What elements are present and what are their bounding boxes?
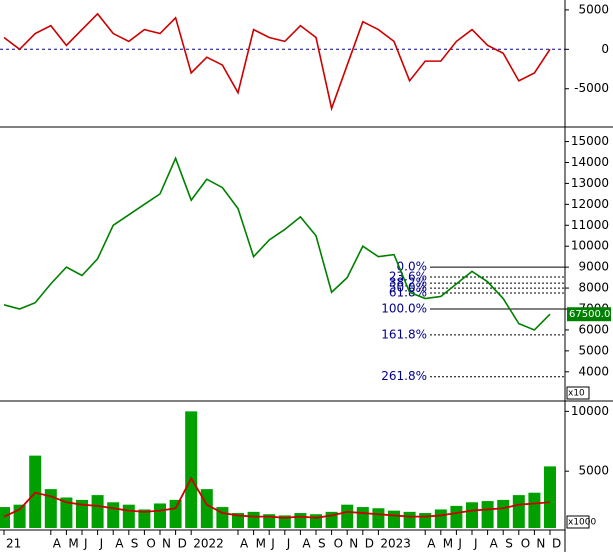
x-tick-label: S	[318, 537, 326, 551]
unit-box	[566, 386, 590, 400]
volume-bar	[60, 497, 73, 528]
volume-bar	[76, 499, 88, 528]
volume-bar	[278, 515, 291, 528]
y-tick-label: 9000	[578, 260, 609, 274]
volume-bar	[200, 489, 213, 528]
y-tick-label: 10000	[571, 404, 609, 418]
volume-bar	[341, 504, 354, 528]
y-tick-label: 14000	[571, 155, 609, 169]
volume-bar	[107, 502, 120, 528]
unit-label: x10	[568, 389, 585, 399]
fib-label: 23.6%	[389, 270, 427, 284]
volume-bar	[544, 466, 556, 528]
x-tick-label: 2023	[380, 537, 411, 551]
y-tick-label: 5000	[578, 464, 609, 478]
y-tick-label: 8000	[578, 281, 609, 295]
volume-bar	[122, 504, 135, 528]
volume-bar	[44, 489, 57, 528]
x-tick-label: 2022	[193, 537, 224, 551]
x-tick-label: A	[53, 537, 62, 551]
x-tick-label: D	[365, 537, 374, 551]
volume-bar	[169, 499, 182, 528]
data-line	[3, 156, 551, 331]
unit-label: x1000	[568, 518, 597, 528]
x-tick-label: O	[521, 537, 530, 551]
volume-bar	[512, 495, 525, 528]
y-tick-label: 5000	[578, 343, 609, 357]
volume-bar	[497, 499, 510, 528]
volume-bar	[434, 509, 447, 528]
volume-bar	[419, 513, 432, 528]
volume-bar	[356, 507, 369, 528]
x-tick-label: S	[131, 537, 139, 551]
volume-bar	[372, 508, 385, 528]
volume-bar	[528, 492, 541, 528]
y-tick-label: 4000	[578, 364, 609, 378]
volume-bar	[0, 507, 10, 528]
y-tick-label: -5000	[574, 81, 609, 95]
x-tick-label: N	[536, 537, 545, 551]
volume-bar	[466, 502, 478, 528]
x-tick-label: J	[83, 537, 88, 551]
volume-bar	[91, 495, 104, 528]
volume-bar	[247, 511, 260, 528]
fib-label: 0.0%	[397, 260, 428, 274]
fib-label: 38.2%	[389, 276, 427, 290]
unit-box	[566, 515, 590, 529]
last-price-label: 67500.0	[569, 309, 610, 320]
volume-bar	[450, 505, 463, 528]
y-tick-label: 15000	[571, 134, 609, 148]
x-tick-label: A	[302, 537, 311, 551]
y-tick-label: 0	[601, 42, 609, 56]
x-tick-label: O	[334, 537, 343, 551]
x-tick-label: J	[286, 537, 291, 551]
x-tick-label: M	[256, 537, 266, 551]
volume-bar	[403, 511, 416, 528]
x-tick-label: J	[99, 537, 104, 551]
volume-bar	[232, 513, 244, 528]
y-tick-label: 6000	[578, 322, 609, 336]
x-tick-label: D	[178, 537, 187, 551]
fib-label: 261.8%	[381, 369, 427, 383]
x-tick-label: A	[240, 537, 249, 551]
volume-bar	[481, 501, 494, 528]
fib-label: 100.0%	[381, 302, 427, 316]
x-tick-label: J	[457, 537, 462, 551]
x-tick-label: N	[349, 537, 358, 551]
y-tick-label: 11000	[571, 218, 609, 232]
x-tick-label: J	[270, 537, 275, 551]
fib-label: 161.8%	[381, 327, 427, 341]
x-tick-label: M	[443, 537, 453, 551]
volume-bar	[138, 509, 151, 528]
x-tick-label: M	[68, 537, 78, 551]
x-tick-label: A	[115, 537, 124, 551]
volume-bar	[185, 411, 198, 528]
y-tick-label: 10000	[571, 239, 609, 253]
volume-bar	[294, 513, 307, 528]
average-line	[3, 476, 551, 519]
x-tick-label: S	[505, 537, 513, 551]
volume-bar	[154, 503, 166, 528]
x-tick-label: 21	[6, 537, 21, 551]
y-tick-label: 13000	[571, 176, 609, 190]
x-tick-label: J	[473, 537, 478, 551]
x-tick-label: A	[427, 537, 436, 551]
last-price-box	[567, 307, 611, 322]
y-tick-label: 5000	[578, 2, 609, 16]
x-tick-label: N	[162, 537, 171, 551]
data-line	[3, 12, 551, 112]
x-tick-label: D	[552, 537, 561, 551]
x-tick-label: O	[146, 537, 155, 551]
y-tick-label: 12000	[571, 197, 609, 211]
x-tick-label: A	[490, 537, 499, 551]
volume-bar	[388, 510, 400, 528]
